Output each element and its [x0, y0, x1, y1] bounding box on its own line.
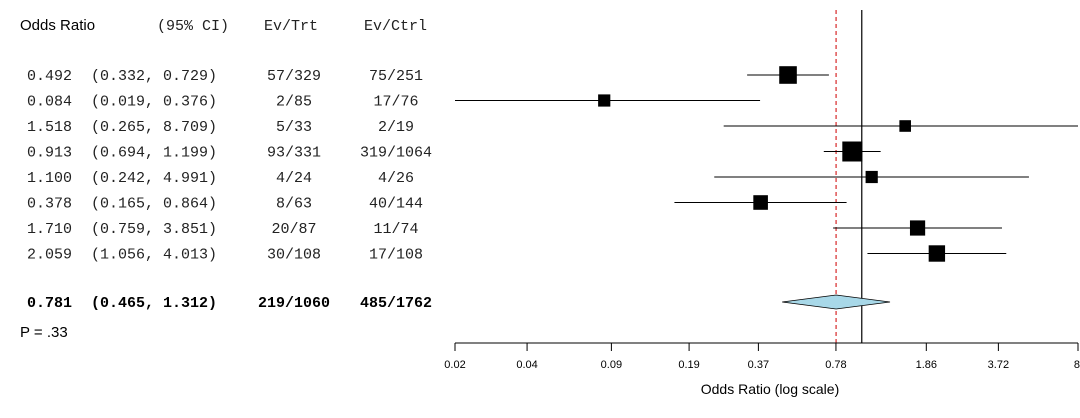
p-value: P = .33 [20, 324, 68, 341]
study-ev-trt: 30/108 [267, 247, 321, 264]
study-ci: (0.332, 0.729) [91, 68, 217, 85]
ev-ctrl-column-header: Ev/Ctrl [364, 18, 427, 35]
study-ev-ctrl: 17/108 [369, 247, 423, 264]
study-odds-ratio: 1.100 [27, 170, 72, 187]
study-odds-ratio: 0.378 [27, 196, 72, 213]
ev-trt-column-header: Ev/Trt [264, 18, 318, 35]
odds-ratio-marker [865, 170, 878, 184]
x-axis-tick-label: 0.04 [516, 359, 537, 371]
summary-ev-trt: 219/1060 [258, 295, 330, 312]
table-header: Odds Ratio (95% CI) Ev/Trt Ev/Ctrl [20, 17, 427, 35]
study-ev-trt: 5/33 [276, 119, 312, 136]
study-ev-trt: 8/63 [276, 196, 312, 213]
study-odds-ratio: 1.710 [27, 221, 72, 238]
x-axis-title: Odds Ratio (log scale) [701, 381, 840, 397]
study-ev-trt: 2/85 [276, 94, 312, 111]
study-rows: 0.492 (0.332, 0.729) 57/329 75/251 0.084 (0.0… [27, 68, 432, 264]
summary-odds-ratio: 0.781 [27, 295, 72, 312]
study-ev-ctrl: 17/76 [373, 94, 418, 111]
study-ev-ctrl: 40/144 [369, 196, 423, 213]
x-axis-tick-label: 8 [1074, 359, 1080, 371]
study-ev-trt: 4/24 [276, 170, 312, 187]
study-odds-ratio: 0.084 [27, 94, 72, 111]
study-ev-ctrl: 319/1064 [360, 145, 432, 162]
study-ev-ctrl: 2/19 [378, 119, 414, 136]
ci-column-header: (95% CI) [157, 18, 229, 35]
x-axis-tick-label: 0.78 [825, 359, 846, 371]
odds-ratio-marker [928, 245, 946, 262]
summary-row: 0.781 (0.465, 1.312) 219/1060 485/1762 [27, 295, 432, 312]
odds-ratio-marker [909, 220, 926, 236]
odds-ratio-marker [753, 195, 768, 210]
study-ev-trt: 20/87 [271, 221, 316, 238]
summary-ev-ctrl: 485/1762 [360, 295, 432, 312]
odds-ratio-marker [598, 94, 611, 107]
x-axis: 0.02 0.04 0.09 0.19 0.37 0.78 1.86 3.72 8 [444, 342, 1080, 371]
x-axis-tick-label: 1.86 [916, 359, 937, 371]
study-ev-trt: 57/329 [267, 68, 321, 85]
study-odds-ratio: 2.059 [27, 247, 72, 264]
summary-ci: (0.465, 1.312) [91, 295, 217, 312]
x-axis-tick-label: 0.09 [601, 359, 622, 371]
pooled-estimate-diamond [782, 294, 891, 310]
study-ci: (0.265, 8.709) [91, 119, 217, 136]
odds-ratio-marker [899, 120, 911, 132]
odds-ratio-marker [842, 141, 863, 162]
study-odds-ratio: 1.518 [27, 119, 72, 136]
study-ci: (0.759, 3.851) [91, 221, 217, 238]
study-ci: (0.242, 4.991) [91, 170, 217, 187]
x-axis-tick-label: 3.72 [988, 359, 1009, 371]
study-ci: (1.056, 4.013) [91, 247, 217, 264]
study-ev-ctrl: 75/251 [369, 68, 423, 85]
odds-ratio-column-header: Odds Ratio [20, 17, 95, 34]
study-odds-ratio: 0.913 [27, 145, 72, 162]
study-ev-trt: 93/331 [267, 145, 321, 162]
study-ci: (0.165, 0.864) [91, 196, 217, 213]
x-axis-tick-label: 0.19 [678, 359, 699, 371]
study-ev-ctrl: 11/74 [373, 221, 418, 238]
study-odds-ratio: 0.492 [27, 68, 72, 85]
study-ev-ctrl: 4/26 [378, 170, 414, 187]
x-axis-tick-label: 0.37 [748, 359, 769, 371]
x-axis-tick-label: 0.02 [444, 359, 465, 371]
plot-area [455, 10, 1078, 343]
study-ci: (0.019, 0.376) [91, 94, 217, 111]
study-ci: (0.694, 1.199) [91, 145, 217, 162]
odds-ratio-marker [779, 66, 797, 84]
